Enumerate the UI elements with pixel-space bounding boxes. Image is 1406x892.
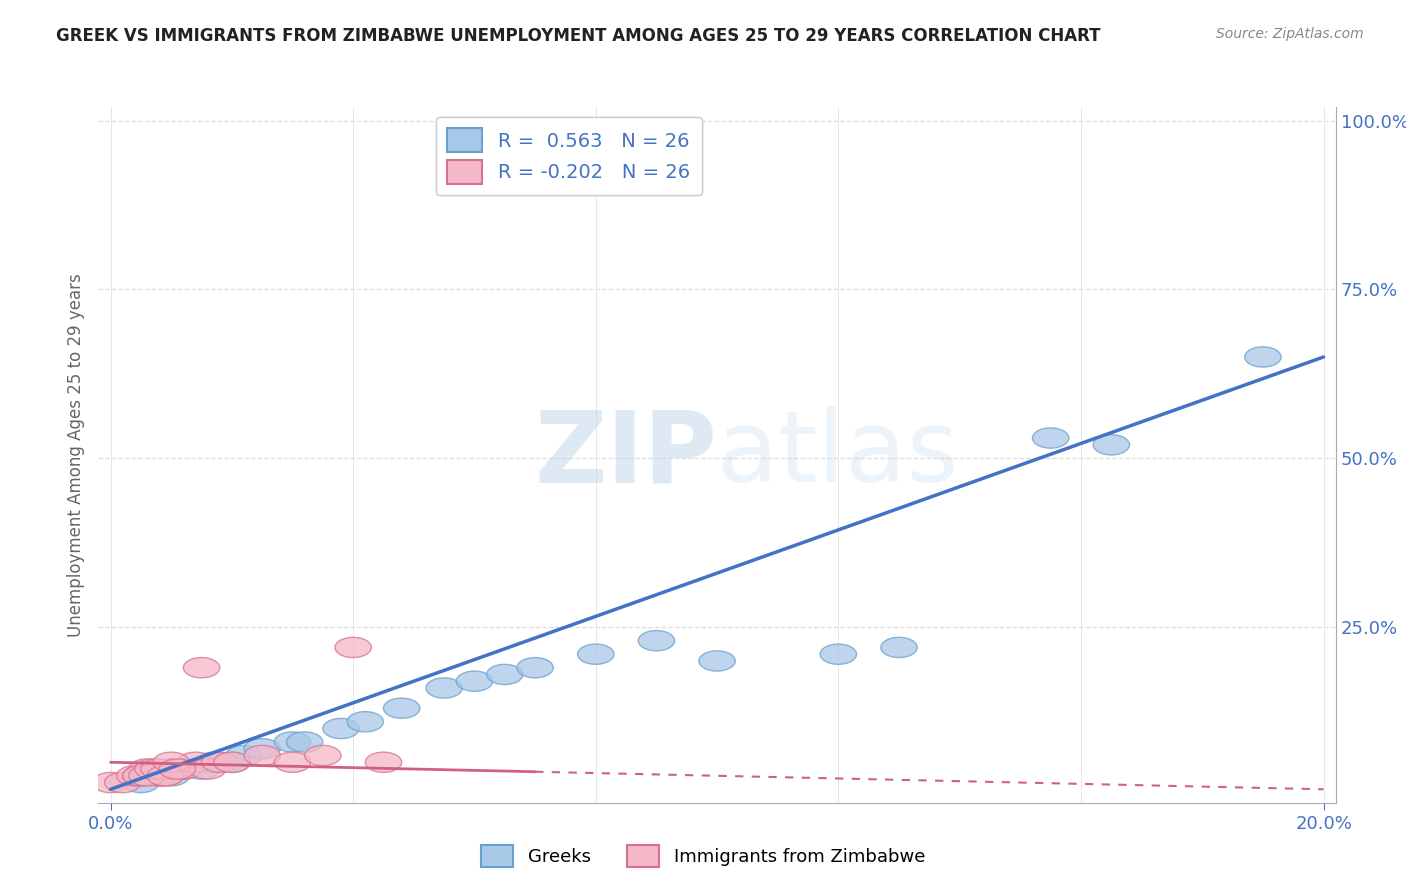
Ellipse shape	[141, 765, 177, 786]
Ellipse shape	[122, 772, 159, 793]
Legend: R =  0.563   N = 26, R = -0.202   N = 26: R = 0.563 N = 26, R = -0.202 N = 26	[436, 117, 702, 195]
Ellipse shape	[366, 752, 402, 772]
Ellipse shape	[148, 765, 183, 786]
Ellipse shape	[135, 759, 172, 779]
Ellipse shape	[141, 759, 177, 779]
Ellipse shape	[148, 765, 183, 786]
Ellipse shape	[578, 644, 614, 665]
Ellipse shape	[820, 644, 856, 665]
Ellipse shape	[129, 759, 165, 779]
Y-axis label: Unemployment Among Ages 25 to 29 years: Unemployment Among Ages 25 to 29 years	[66, 273, 84, 637]
Ellipse shape	[274, 752, 311, 772]
Ellipse shape	[183, 657, 219, 678]
Ellipse shape	[195, 752, 232, 772]
Ellipse shape	[347, 712, 384, 731]
Ellipse shape	[214, 752, 250, 772]
Text: atlas: atlas	[717, 407, 959, 503]
Ellipse shape	[122, 765, 159, 786]
Legend: Greeks, Immigrants from Zimbabwe: Greeks, Immigrants from Zimbabwe	[474, 838, 932, 874]
Ellipse shape	[323, 718, 359, 739]
Ellipse shape	[880, 637, 917, 657]
Ellipse shape	[153, 752, 190, 772]
Ellipse shape	[486, 665, 523, 684]
Ellipse shape	[457, 671, 492, 691]
Ellipse shape	[153, 759, 190, 779]
Ellipse shape	[177, 752, 214, 772]
Text: ZIP: ZIP	[534, 407, 717, 503]
Ellipse shape	[165, 759, 201, 779]
Ellipse shape	[141, 765, 177, 786]
Ellipse shape	[214, 752, 250, 772]
Ellipse shape	[159, 759, 195, 779]
Ellipse shape	[93, 772, 129, 793]
Ellipse shape	[274, 731, 311, 752]
Ellipse shape	[245, 739, 280, 759]
Ellipse shape	[1032, 428, 1069, 448]
Ellipse shape	[153, 765, 190, 786]
Ellipse shape	[638, 631, 675, 651]
Ellipse shape	[201, 752, 238, 772]
Ellipse shape	[1244, 347, 1281, 368]
Ellipse shape	[287, 731, 323, 752]
Text: GREEK VS IMMIGRANTS FROM ZIMBABWE UNEMPLOYMENT AMONG AGES 25 TO 29 YEARS CORRELA: GREEK VS IMMIGRANTS FROM ZIMBABWE UNEMPL…	[56, 27, 1101, 45]
Ellipse shape	[426, 678, 463, 698]
Ellipse shape	[245, 746, 280, 765]
Ellipse shape	[335, 637, 371, 657]
Ellipse shape	[226, 746, 262, 765]
Text: Source: ZipAtlas.com: Source: ZipAtlas.com	[1216, 27, 1364, 41]
Ellipse shape	[384, 698, 420, 718]
Ellipse shape	[129, 765, 165, 786]
Ellipse shape	[1092, 434, 1129, 455]
Ellipse shape	[122, 765, 159, 786]
Ellipse shape	[517, 657, 554, 678]
Ellipse shape	[190, 759, 226, 779]
Ellipse shape	[699, 651, 735, 671]
Ellipse shape	[117, 765, 153, 786]
Ellipse shape	[104, 772, 141, 793]
Ellipse shape	[165, 759, 201, 779]
Ellipse shape	[305, 746, 342, 765]
Ellipse shape	[183, 759, 219, 779]
